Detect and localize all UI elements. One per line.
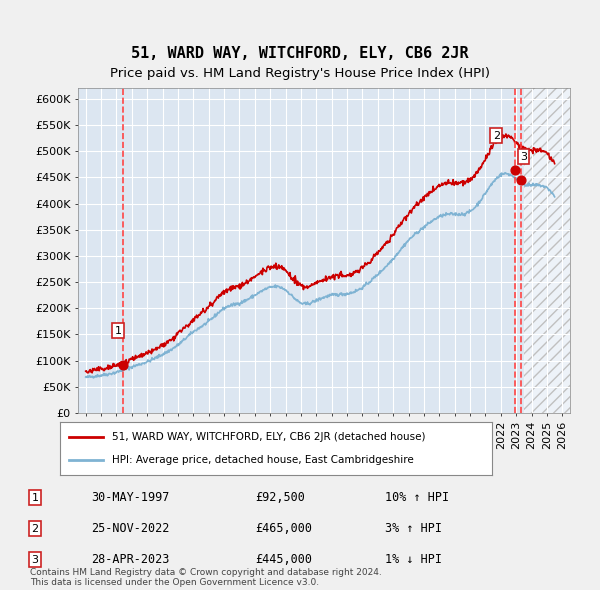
51, WARD WAY, WITCHFORD, ELY, CB6 2JR (detached house) [367, 258, 374, 266]
Text: Price paid vs. HM Land Registry's House Price Index (HPI): Price paid vs. HM Land Registry's House … [110, 67, 490, 80]
Point [118, 360, 128, 369]
Point [517, 175, 526, 185]
HPI: Average price, detached house, East Cambridgeshire: (2e+03, 7.77e+04): Average price, detached house, East Camb… [112, 369, 119, 376]
Text: 28-APR-2023: 28-APR-2023 [91, 553, 170, 566]
Text: 10% ↑ HPI: 10% ↑ HPI [385, 491, 449, 504]
Text: 2: 2 [31, 524, 38, 533]
HPI: Average price, detached house, East Cambridgeshire: (2.01e+03, 2.79e+05): Average price, detached house, East Camb… [382, 264, 389, 271]
HPI: Average price, detached house, East Cambridgeshire: (2.02e+03, 4.59e+05): Average price, detached house, East Camb… [502, 169, 509, 176]
Text: £92,500: £92,500 [255, 491, 305, 504]
Line: HPI: Average price, detached house, East Cambridgeshire: HPI: Average price, detached house, East… [86, 173, 554, 378]
51, WARD WAY, WITCHFORD, ELY, CB6 2JR (detached house) [487, 145, 494, 152]
51, WARD WAY, WITCHFORD, ELY, CB6 2JR (detached house) [82, 368, 89, 375]
HPI: Average price, detached house, East Cambridgeshire: (2.01e+03, 2.35e+05): Average price, detached house, East Camb… [355, 286, 362, 293]
Text: HPI: Average price, detached house, East Cambridgeshire: HPI: Average price, detached house, East… [112, 455, 413, 465]
HPI: Average price, detached house, East Cambridgeshire: (2.03e+03, 4.13e+05): Average price, detached house, East Camb… [551, 194, 558, 201]
51, WARD WAY, WITCHFORD, ELY, CB6 2JR (detached house) [89, 369, 96, 376]
Bar [524, 88, 570, 413]
HPI: Average price, detached house, East Cambridgeshire: (2e+03, 6.87e+04): Average price, detached house, East Camb… [82, 373, 89, 381]
51, WARD WAY, WITCHFORD, ELY, CB6 2JR (detached house) [112, 363, 119, 370]
51, WARD WAY, WITCHFORD, ELY, CB6 2JR (detached house) [551, 160, 558, 167]
Text: 1: 1 [115, 326, 122, 336]
Text: £445,000: £445,000 [255, 553, 312, 566]
Text: £465,000: £465,000 [255, 522, 312, 535]
51, WARD WAY, WITCHFORD, ELY, CB6 2JR (detached house) [502, 130, 509, 137]
Bar [524, 88, 570, 413]
Text: 3% ↑ HPI: 3% ↑ HPI [385, 522, 442, 535]
Text: 25-NOV-2022: 25-NOV-2022 [91, 522, 170, 535]
Text: 1: 1 [31, 493, 38, 503]
HPI: Average price, detached house, East Cambridgeshire: (2e+03, 6.71e+04): Average price, detached house, East Camb… [90, 374, 97, 381]
Text: 3: 3 [31, 555, 38, 565]
Line: 51, WARD WAY, WITCHFORD, ELY, CB6 2JR (detached house): 51, WARD WAY, WITCHFORD, ELY, CB6 2JR (d… [86, 134, 554, 373]
Text: 51, WARD WAY, WITCHFORD, ELY, CB6 2JR: 51, WARD WAY, WITCHFORD, ELY, CB6 2JR [131, 45, 469, 61]
51, WARD WAY, WITCHFORD, ELY, CB6 2JR (detached house) [382, 242, 389, 249]
Text: 1% ↓ HPI: 1% ↓ HPI [385, 553, 442, 566]
Point [510, 165, 520, 175]
51, WARD WAY, WITCHFORD, ELY, CB6 2JR (detached house) [439, 179, 446, 186]
Text: 30-MAY-1997: 30-MAY-1997 [91, 491, 170, 504]
Text: 3: 3 [520, 152, 527, 162]
HPI: Average price, detached house, East Cambridgeshire: (2.02e+03, 4.34e+05): Average price, detached house, East Camb… [487, 182, 494, 189]
Text: 51, WARD WAY, WITCHFORD, ELY, CB6 2JR (detached house): 51, WARD WAY, WITCHFORD, ELY, CB6 2JR (d… [112, 432, 425, 442]
51, WARD WAY, WITCHFORD, ELY, CB6 2JR (detached house) [355, 269, 362, 276]
HPI: Average price, detached house, East Cambridgeshire: (2.02e+03, 3.75e+05): Average price, detached house, East Camb… [439, 213, 446, 220]
Text: Contains HM Land Registry data © Crown copyright and database right 2024.
This d: Contains HM Land Registry data © Crown c… [30, 568, 382, 587]
HPI: Average price, detached house, East Cambridgeshire: (2.01e+03, 2.52e+05): Average price, detached house, East Camb… [367, 278, 374, 285]
Text: 2: 2 [493, 130, 500, 140]
